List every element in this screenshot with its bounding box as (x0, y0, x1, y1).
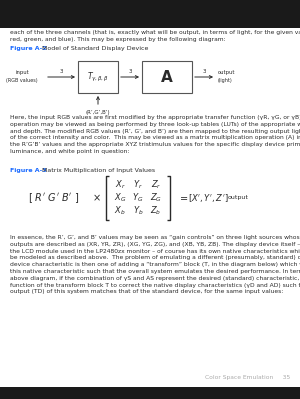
Text: $Z_r$: $Z_r$ (151, 179, 161, 191)
Text: A: A (161, 69, 173, 85)
Bar (142, 61, 192, 93)
Text: $T_{\gamma,\beta,\beta}$: $T_{\gamma,\beta,\beta}$ (87, 71, 109, 83)
Text: In essence, the R’, G’, and B’ values may be seen as “gain controls” on three li: In essence, the R’, G’, and B’ values ma… (10, 235, 300, 294)
Text: Color Space Emulation     35: Color Space Emulation 35 (205, 375, 290, 380)
Text: $Y_b$: $Y_b$ (133, 205, 143, 217)
Text: Model of Standard Display Device: Model of Standard Display Device (40, 46, 148, 51)
Text: $X_G$: $X_G$ (114, 192, 126, 204)
Text: 3: 3 (60, 69, 63, 74)
Text: (R’,G’,B’): (R’,G’,B’) (86, 110, 110, 115)
Text: Matrix Multiplication of Input Values: Matrix Multiplication of Input Values (40, 168, 155, 173)
Text: $[X', Y', Z']$: $[X', Y', Z']$ (188, 192, 229, 204)
Text: $\left[\ R'\ G'\ B'\ \right]$: $\left[\ R'\ G'\ B'\ \right]$ (28, 191, 80, 205)
Text: 3: 3 (202, 69, 206, 74)
Text: each of the three channels (that is, exactly what will be output, in terms of li: each of the three channels (that is, exa… (10, 30, 300, 42)
Text: output: output (228, 196, 249, 201)
Text: $\times$: $\times$ (92, 193, 100, 203)
Text: 3: 3 (128, 69, 132, 74)
Bar (0, 0, 300, 28)
Bar (78, 61, 118, 93)
Text: $X_b$: $X_b$ (114, 205, 126, 217)
Text: Figure A-2: Figure A-2 (10, 46, 46, 51)
Text: $=$: $=$ (178, 194, 189, 203)
Text: (light): (light) (218, 78, 233, 83)
Text: input: input (15, 70, 29, 75)
Text: Figure A-3: Figure A-3 (10, 168, 46, 173)
Text: $Y_G$: $Y_G$ (132, 192, 144, 204)
Text: (RGB values): (RGB values) (6, 78, 38, 83)
Text: $Y_r$: $Y_r$ (133, 179, 143, 191)
Text: output: output (218, 70, 236, 75)
Text: Here, the input RGB values are first modified by the appropriate transfer functi: Here, the input RGB values are first mod… (10, 115, 300, 154)
Bar (0, 387, 300, 399)
Text: $Z_G$: $Z_G$ (150, 192, 162, 204)
Text: $Z_b$: $Z_b$ (150, 205, 162, 217)
Text: $X_r$: $X_r$ (115, 179, 125, 191)
